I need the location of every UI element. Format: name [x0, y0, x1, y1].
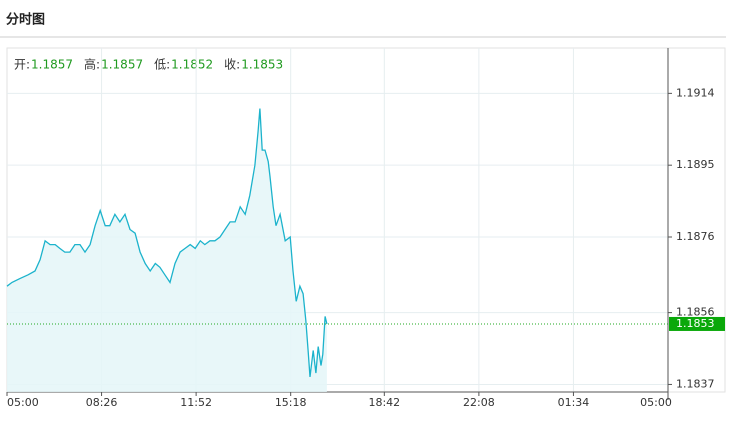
- info-value: 1.1852: [171, 58, 213, 72]
- y-tick-label: 1.1876: [676, 230, 715, 243]
- info-value: 1.1853: [241, 58, 283, 72]
- info-value: 1.1857: [101, 58, 143, 72]
- y-tick-label: 1.1856: [676, 306, 715, 319]
- y-tick-label: 1.1914: [676, 86, 715, 99]
- x-tick-label: 05:00: [640, 396, 672, 409]
- info-value: 1.1857: [31, 58, 73, 72]
- info-label: 开:: [14, 58, 30, 72]
- y-tick-label: 1.1837: [676, 377, 715, 390]
- area: [7, 108, 327, 392]
- info-label: 收:: [224, 58, 240, 72]
- info-label: 高:: [84, 57, 100, 72]
- info-label: 低:: [154, 58, 170, 72]
- x-tick-label: 11:52: [180, 396, 212, 409]
- x-tick-label: 08:26: [86, 396, 118, 409]
- x-tick-label: 05:00: [7, 396, 39, 409]
- last-price-tag: [669, 316, 725, 331]
- price-line: [6, 108, 328, 377]
- page-title: 分时图: [6, 12, 45, 28]
- x-tick-label: 15:18: [275, 396, 307, 409]
- x-tick-label: 22:08: [463, 396, 495, 409]
- x-tick-label: 18:42: [368, 396, 400, 409]
- y-tick-label: 1.1895: [676, 158, 715, 171]
- x-tick-label: 01:34: [558, 396, 590, 409]
- last-price-label: 1.1853: [676, 317, 715, 330]
